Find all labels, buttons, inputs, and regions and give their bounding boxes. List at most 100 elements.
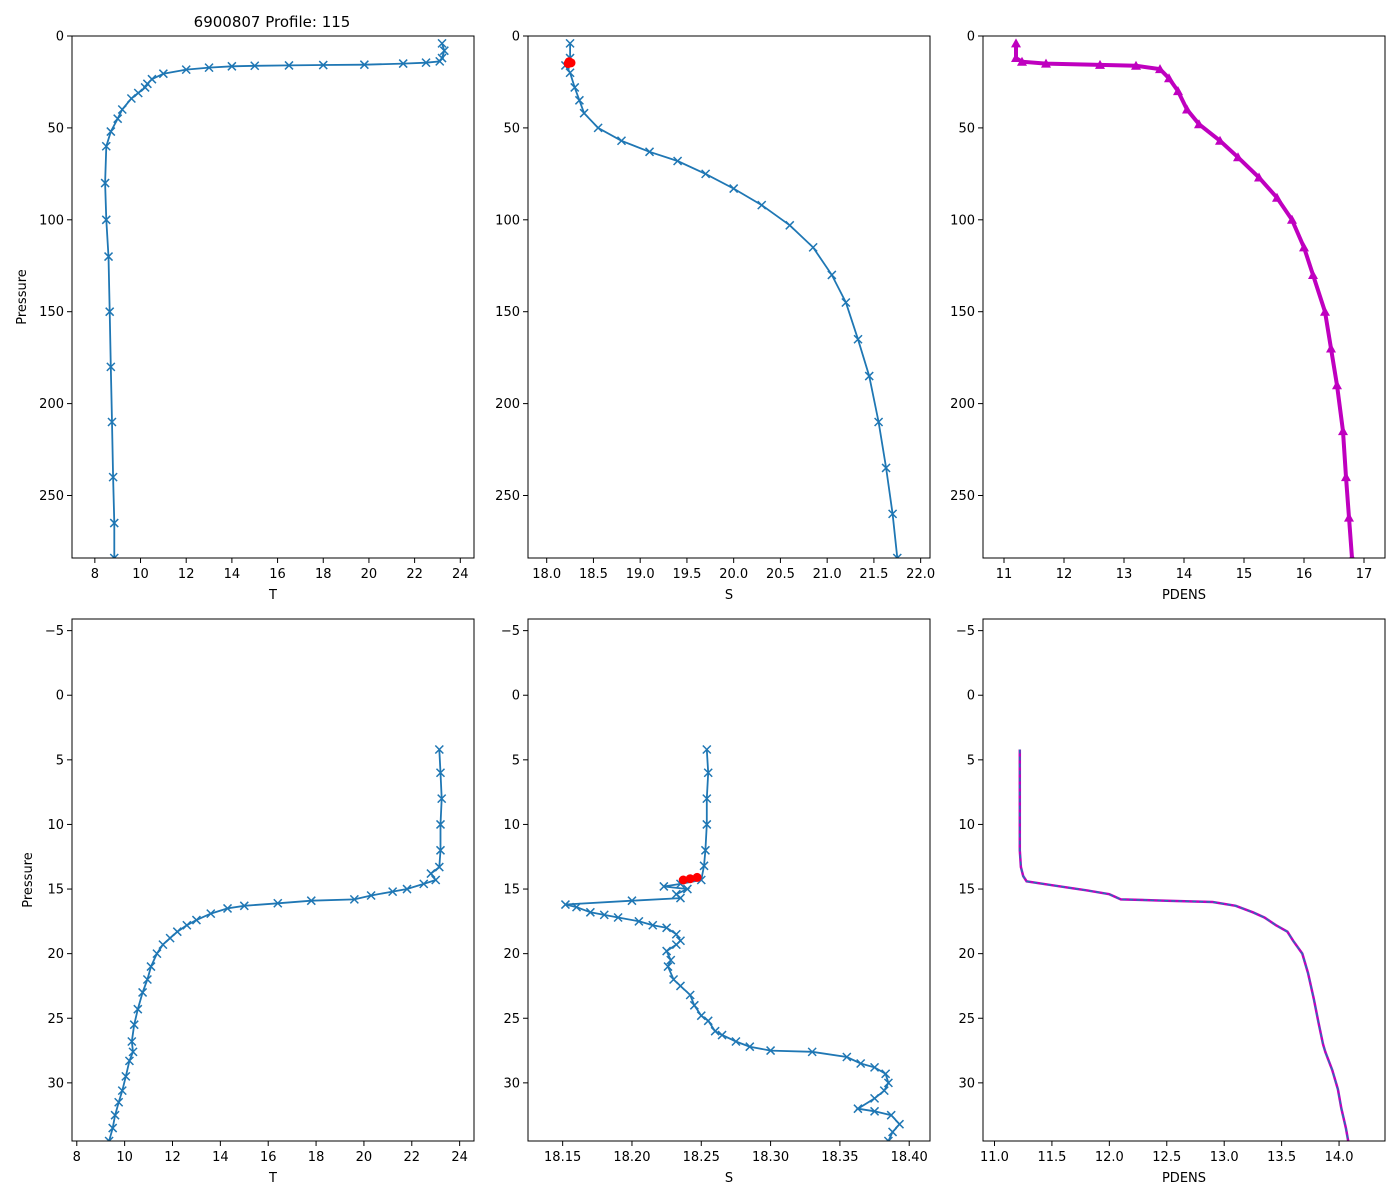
x-tick-label: 21.0 [813, 567, 842, 582]
x-axis-label: T [268, 1171, 277, 1186]
data-point-3 [565, 68, 575, 78]
x-tick-label: 8 [73, 1150, 81, 1165]
x-tick-label: 13 [1116, 567, 1133, 582]
data-point-22 [158, 940, 168, 950]
data-point-26 [138, 987, 148, 997]
data-point-15 [585, 907, 595, 917]
panel-bottom-right-pdens: 11.0 11.5 12.0 12.5 13.0 13.5 14.0 −5 0 5 10 15 20 25… [956, 618, 1386, 1186]
data-point-7 [593, 123, 603, 133]
x-axis-label: PDENS [1162, 588, 1206, 603]
x-tick-label: 22 [404, 1150, 421, 1165]
axes-frame [527, 35, 931, 559]
x-tick-label: 12.0 [1095, 1150, 1124, 1165]
y-tick-label: 20 [47, 947, 64, 962]
data-point-36 [745, 1042, 755, 1052]
data-point-6 [426, 869, 436, 879]
data-point-16 [140, 82, 150, 92]
data-point-2 [702, 794, 712, 804]
series-line-pdens [1018, 749, 1350, 1141]
y-tick-label: 200 [39, 397, 64, 412]
data-point-8 [616, 136, 627, 146]
y-tick-label: 0 [512, 689, 520, 704]
data-point-14 [571, 902, 582, 912]
y-tick-label: 10 [503, 818, 520, 833]
data-point-13 [757, 200, 767, 210]
data-point-23 [671, 940, 681, 950]
x-tick-label: 17 [1356, 567, 1373, 582]
data-point-23 [1344, 512, 1354, 522]
y-tick-label: 20 [503, 947, 520, 962]
data-point-7 [431, 875, 441, 885]
data-point-8 [284, 60, 294, 70]
x-tick-label: 16 [269, 567, 286, 582]
y-tick-label: 25 [47, 1012, 64, 1027]
data-point-44 [879, 1086, 889, 1096]
data-point-27 [669, 974, 679, 985]
axes-frame [71, 618, 475, 1142]
x-tick-label: 19.5 [672, 567, 701, 582]
data-point-8 [1173, 86, 1183, 96]
data-point-19 [864, 371, 874, 381]
data-point-27 [106, 362, 116, 372]
x-tick-label: 24 [452, 567, 469, 582]
y-tick-label: 100 [950, 213, 975, 228]
data-point-49 [894, 1119, 905, 1129]
data-point-1 [439, 46, 449, 56]
x-tick-label: 16 [1296, 567, 1313, 582]
data-point-20 [113, 114, 123, 124]
series-group [560, 38, 902, 558]
data-point-29 [685, 990, 695, 1000]
series-line [565, 749, 901, 1141]
data-point-16 [1299, 242, 1309, 252]
y-tick-label: 20 [958, 947, 975, 962]
data-point-5 [398, 59, 408, 69]
data-point-24 [101, 215, 111, 225]
data-point-9 [1182, 104, 1192, 114]
data-point-22 [101, 141, 111, 151]
data-point-5 [1131, 60, 1141, 70]
data-point-35 [110, 1110, 120, 1120]
x-tick-label: 12 [1056, 567, 1073, 582]
y-tick-label: 250 [39, 489, 64, 504]
y-tick-label: 25 [503, 1012, 520, 1027]
data-point-21 [1338, 426, 1348, 436]
data-point-27 [133, 1004, 143, 1014]
x-tick-label: 10 [132, 567, 149, 582]
y-tick-label: 5 [967, 753, 975, 768]
data-point-33 [117, 1086, 127, 1096]
panel-top-right-pdens: 11 12 13 14 15 16 17 0 50 100 150 200 250 PDENS [950, 30, 1386, 603]
data-point-11 [204, 63, 214, 73]
data-point-31 [696, 1011, 706, 1021]
x-tick-label: 18.30 [752, 1150, 789, 1165]
data-point-14 [785, 220, 795, 230]
data-point-11 [366, 890, 376, 901]
data-point-32 [121, 1071, 131, 1081]
data-point-4 [1095, 59, 1105, 69]
data-point-41 [870, 1062, 880, 1072]
data-point-19 [117, 104, 127, 115]
data-point-5 [434, 862, 444, 872]
y-tick-label: −5 [501, 624, 520, 639]
data-point-26 [105, 307, 115, 317]
x-tick-label: 18 [315, 567, 332, 582]
x-tick-label: 20.5 [766, 567, 795, 582]
data-point-12 [1233, 152, 1243, 162]
data-point-0 [437, 38, 447, 48]
x-tick-label: 12 [178, 567, 195, 582]
data-point-16 [827, 270, 837, 280]
y-tick-label: 10 [47, 818, 64, 833]
y-tick-label: 250 [950, 489, 975, 504]
data-point-28 [107, 417, 117, 427]
data-point-15 [808, 242, 818, 252]
axes-frame [527, 618, 931, 1142]
y-tick-label: 0 [967, 30, 975, 45]
data-point-50 [888, 1127, 898, 1137]
data-point-3 [435, 56, 445, 66]
data-point-15 [1287, 214, 1297, 224]
x-tick-label: 18.15 [544, 1150, 581, 1165]
x-tick-label: 18.35 [821, 1150, 858, 1165]
data-point-47 [870, 1106, 880, 1116]
y-tick-label: 15 [958, 883, 975, 898]
data-point-2 [1017, 56, 1027, 66]
data-point-39 [842, 1052, 852, 1062]
